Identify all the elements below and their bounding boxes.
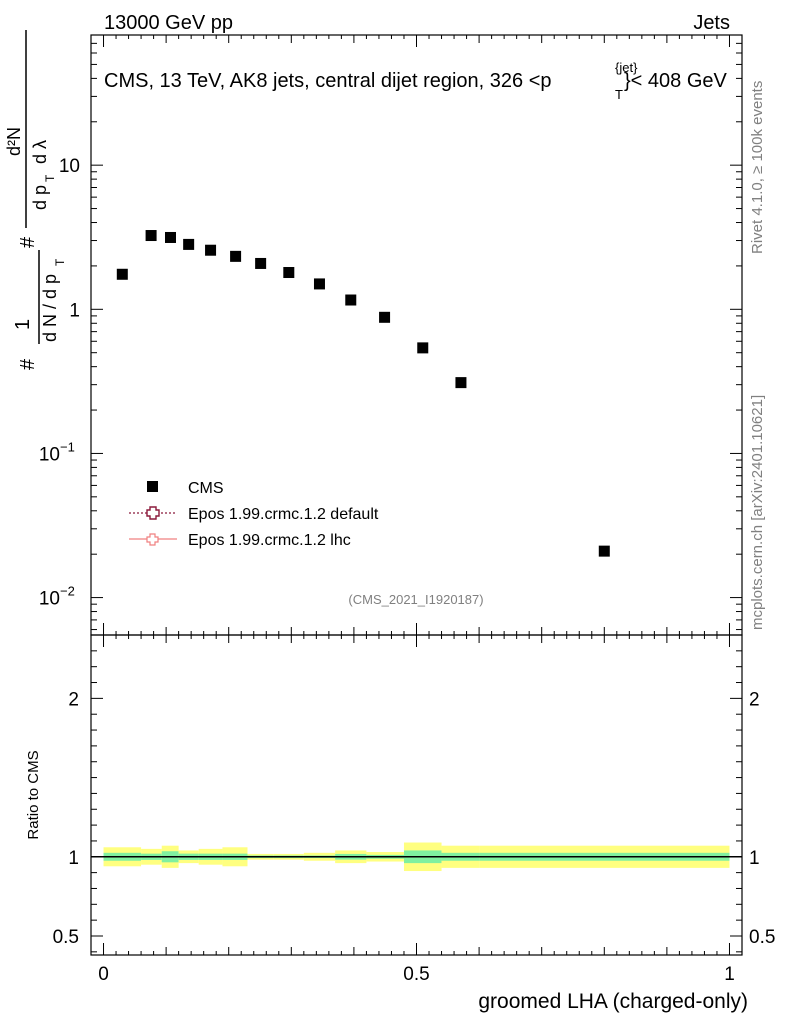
main-y-label-t1: T (53, 258, 67, 266)
ratio-y-tick-labels: 2 2 1 1 0.5 0.5 (53, 689, 776, 948)
cms-data-point (145, 230, 157, 242)
plot-title-sub: T (615, 87, 623, 102)
plot-title: CMS, 13 TeV, AK8 jets, central dijet reg… (104, 60, 728, 102)
ratio-y-tick-label-right: 2 (749, 689, 760, 710)
ratio-y-tick-label-left: 2 (68, 689, 79, 710)
main-y-label: # 1 d N / d p T # d²N d p T d λ (4, 30, 67, 370)
ratio-y-label: Ratio to CMS (25, 750, 42, 839)
main-y-tick-label: 1 (69, 300, 80, 321)
legend-epos-lhc-label: Epos 1.99.crmc.1.2 lhc (188, 532, 351, 549)
ratio-axis-ticks (91, 634, 742, 955)
ratio-y-tick-label-left: 1 (68, 848, 79, 869)
cms-data-point (255, 257, 267, 269)
header-left: 13000 GeV pp (104, 12, 233, 34)
main-y-label-hash-1: # (17, 358, 39, 370)
plot-title-main: CMS, 13 TeV, AK8 jets, central dijet reg… (104, 70, 552, 92)
main-y-tick-label-exponent: −1 (60, 439, 75, 454)
plot-title-tail: }< 408 GeV (624, 70, 728, 92)
main-y-label-t2: T (43, 174, 57, 182)
main-y-label-dpt: d p (30, 185, 50, 210)
cms-data-point (164, 231, 176, 243)
legend-epos-lhc-marker (146, 533, 159, 546)
main-y-tick-label-base: 10 (39, 589, 60, 610)
ratio-y-tick-label-right: 0.5 (749, 927, 775, 948)
main-y-tick-label-text: 1 (69, 300, 80, 321)
ratio-panel-frame (90, 634, 743, 956)
main-axis-ticks (91, 34, 742, 635)
analysis-watermark: (CMS_2021_I1920187) (348, 592, 483, 607)
ratio-y-tick-label-right: 1 (749, 848, 760, 869)
main-y-label-one: 1 (12, 319, 34, 330)
main-y-tick-label: 10 −1 (39, 439, 75, 465)
rivet-version-label: Rivet 4.1.0, ≥ 100k events (749, 81, 766, 254)
x-tick-label: 1 (724, 964, 735, 985)
x-tick-label: 0.5 (403, 964, 429, 985)
cms-data-point (598, 545, 610, 557)
main-y-tick-label-base: 10 (39, 444, 60, 465)
legend-cms-label: CMS (188, 480, 224, 497)
header-right: Jets (693, 12, 730, 34)
legend-epos-default-marker (146, 506, 160, 520)
ratio-y-tick-label-left: 0.5 (53, 927, 79, 948)
main-y-tick-label-exponent: −2 (60, 584, 75, 599)
cms-data-point (183, 238, 195, 250)
legend-epos-default-label: Epos 1.99.crmc.1.2 default (188, 506, 379, 523)
cms-data-point (116, 268, 128, 280)
plot-title-sup: {jet} (615, 60, 638, 75)
cms-data-point (283, 267, 295, 279)
main-y-label-dlambda: d λ (30, 140, 50, 164)
x-tick-label: 0 (98, 964, 109, 985)
main-y-label-dn: d N / d p (40, 274, 60, 342)
main-y-tick-label-text: 10 (59, 156, 80, 177)
x-axis-label: groomed LHA (charged-only) (478, 990, 748, 1013)
legend: CMS Epos 1.99.crmc.1.2 default Epos 1.99… (129, 480, 379, 549)
legend-cms-marker (147, 481, 158, 492)
cms-data-points (116, 230, 610, 557)
main-y-label-hash-2: # (17, 236, 39, 248)
cms-data-point (455, 377, 467, 389)
main-y-tick-label: 10 −2 (39, 584, 75, 610)
cms-data-point (205, 244, 217, 256)
cms-data-point (230, 250, 242, 262)
cms-data-point (379, 311, 391, 323)
main-y-label-d2n: d²N (4, 127, 24, 156)
cms-data-point (313, 278, 325, 290)
main-y-tick-label: 10 (59, 156, 80, 177)
x-tick-labels: 0 0.5 1 (98, 964, 735, 985)
cms-data-point (345, 294, 357, 306)
mcplots-reference-label: mcplots.cern.ch [arXiv:2401.10621] (749, 395, 766, 630)
cms-data-point (417, 342, 429, 354)
